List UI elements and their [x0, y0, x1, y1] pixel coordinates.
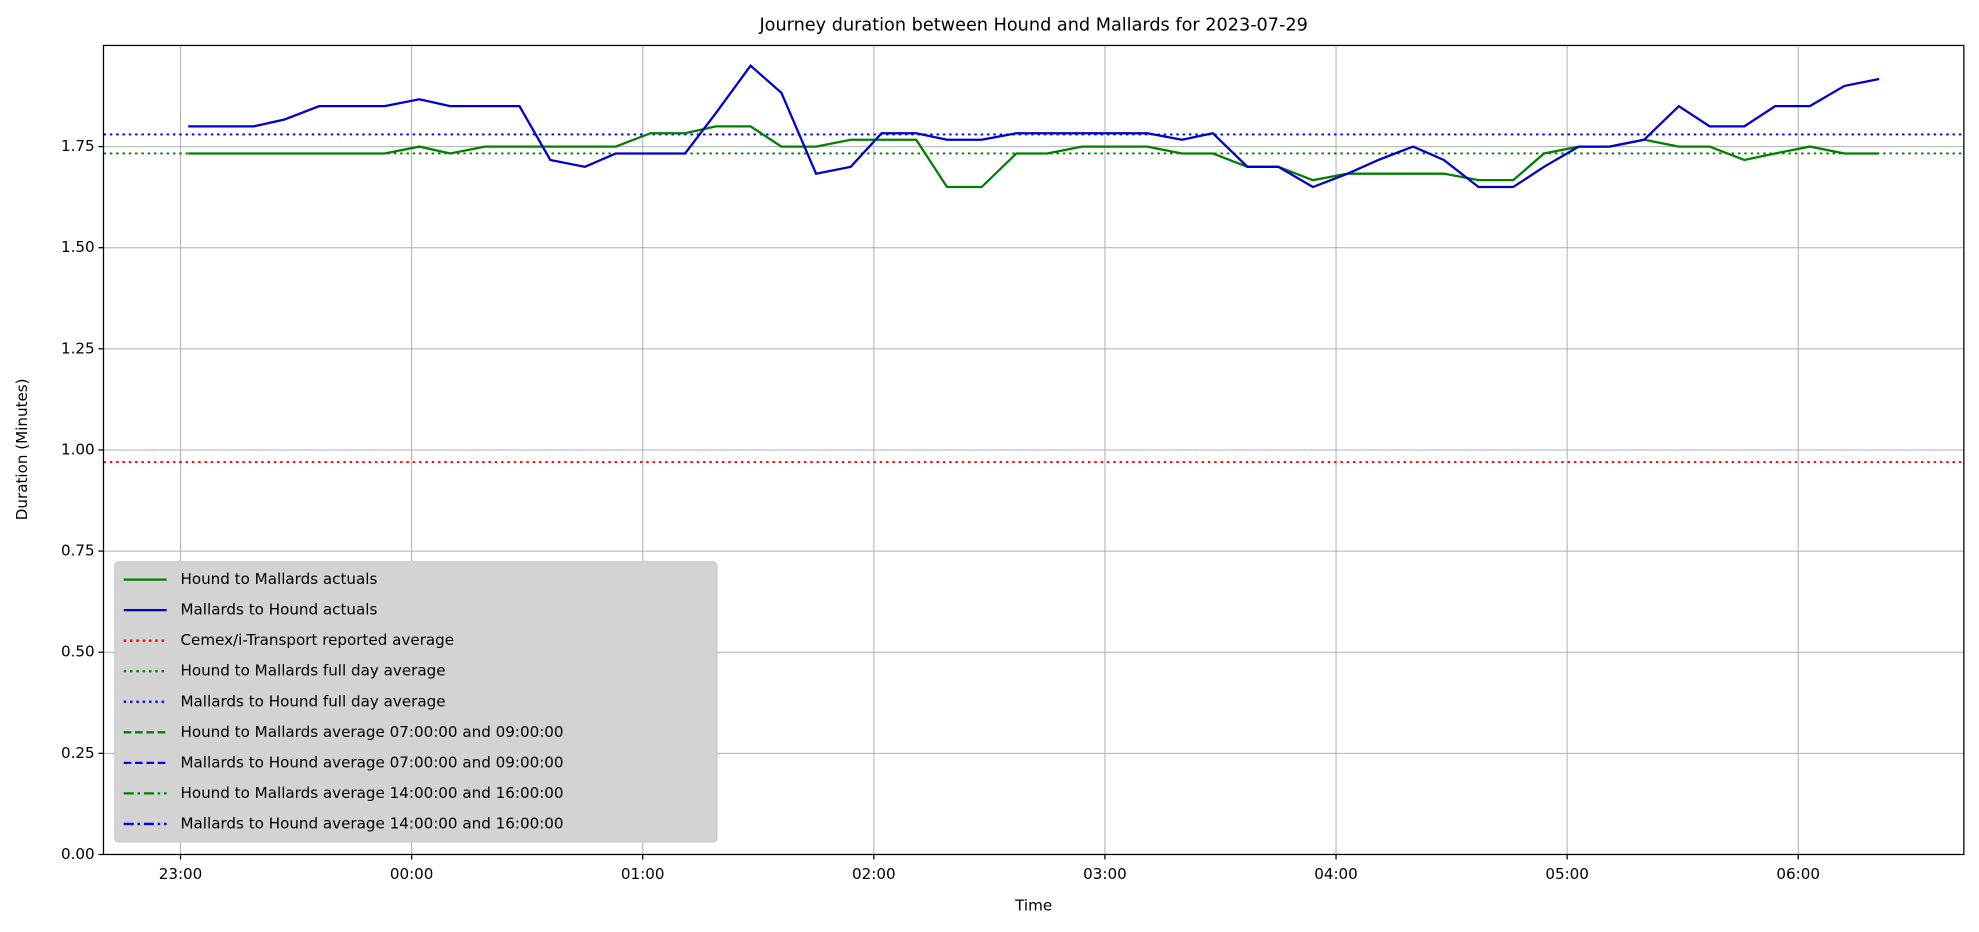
- x-tick-label: 03:00: [1083, 865, 1127, 883]
- legend-label: Mallards to Hound actuals: [180, 601, 377, 619]
- series-line: [188, 64, 1880, 189]
- chart-title: Journey duration between Hound and Malla…: [758, 15, 1307, 35]
- y-tick-label: 0.50: [61, 643, 95, 661]
- y-tick-label: 0.00: [61, 845, 95, 863]
- x-tick-label: 05:00: [1545, 865, 1589, 883]
- x-tick-label: 06:00: [1776, 865, 1820, 883]
- y-axis-label: Duration (Minutes): [13, 378, 31, 520]
- y-tick-label: 1.75: [61, 137, 95, 155]
- legend-box: [114, 561, 718, 843]
- legend-label: Mallards to Hound average 14:00:00 and 1…: [180, 814, 563, 832]
- legend-label: Hound to Mallards full day average: [180, 662, 445, 680]
- x-tick-label: 23:00: [159, 865, 203, 883]
- legend-label: Mallards to Hound average 07:00:00 and 0…: [180, 753, 563, 771]
- y-tick-label: 1.00: [61, 440, 95, 458]
- y-tick-label: 1.25: [61, 339, 95, 357]
- legend-label: Hound to Mallards average 07:00:00 and 0…: [180, 723, 563, 741]
- series-line: [188, 125, 1880, 189]
- plot-frame: [102, 44, 1965, 856]
- legend-label: Hound to Mallards actuals: [180, 570, 377, 588]
- legend-label: Mallards to Hound full day average: [180, 692, 445, 710]
- legend-label: Cemex/i-Transport reported average: [180, 631, 454, 649]
- y-tick-label: 0.25: [61, 744, 95, 762]
- x-axis-label: Time: [1014, 897, 1052, 915]
- x-tick-label: 01:00: [621, 865, 665, 883]
- y-tick-label: 1.50: [61, 238, 95, 256]
- x-tick-label: 00:00: [390, 865, 434, 883]
- y-tick-label: 0.75: [61, 542, 95, 560]
- legend-label: Hound to Mallards average 14:00:00 and 1…: [180, 784, 563, 802]
- x-tick-label: 04:00: [1314, 865, 1358, 883]
- x-tick-label: 02:00: [852, 865, 896, 883]
